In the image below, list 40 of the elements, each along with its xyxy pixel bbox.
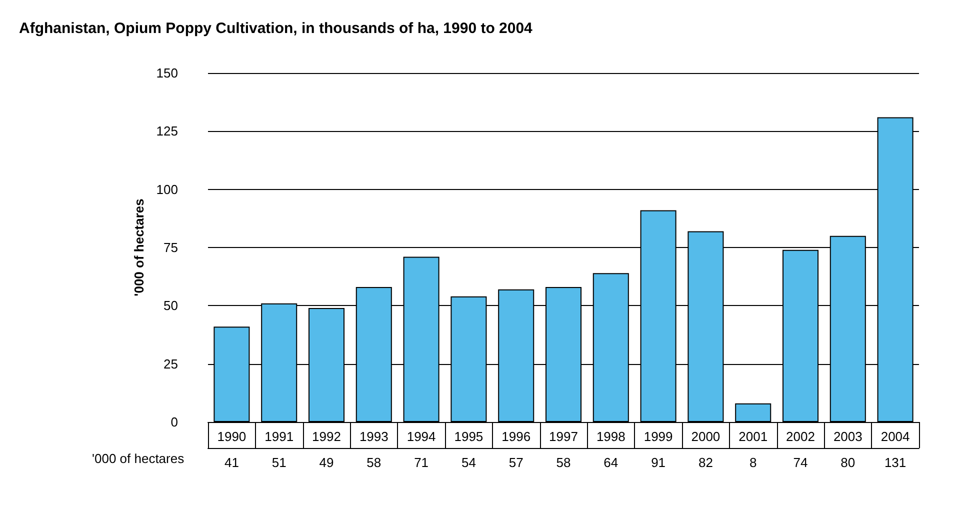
y-tick-label: 0 bbox=[170, 414, 178, 430]
y-tick-label: 75 bbox=[164, 240, 178, 255]
x-tick-label: 2003 bbox=[833, 429, 862, 444]
x-tick-label: 1991 bbox=[264, 429, 294, 444]
data-label: 74 bbox=[793, 455, 808, 470]
data-label: 58 bbox=[556, 455, 571, 470]
data-label: 71 bbox=[414, 455, 429, 470]
y-tick-label: 100 bbox=[156, 182, 178, 197]
x-tick-label: 1996 bbox=[502, 429, 531, 444]
y-tick-label: 25 bbox=[164, 356, 178, 372]
y-tick-label: 150 bbox=[156, 66, 178, 80]
x-tick-label: 1997 bbox=[549, 429, 578, 444]
x-tick-label: 1994 bbox=[406, 429, 436, 444]
data-label: 51 bbox=[272, 455, 286, 470]
y-tick-label: 125 bbox=[156, 124, 178, 139]
data-label: 82 bbox=[698, 455, 713, 470]
y-tick-label: 50 bbox=[164, 298, 178, 314]
text: '000 of hectares bbox=[92, 451, 185, 466]
x-tick-label: 1993 bbox=[359, 429, 388, 444]
chart-title: Afghanistan, Opium Poppy Cultivation, in thousands of ha, 1990 to 2004 bbox=[19, 20, 534, 37]
x-tick-label: 1995 bbox=[454, 429, 484, 444]
x-tick-label: 1999 bbox=[644, 429, 673, 444]
data-label: 64 bbox=[604, 455, 618, 470]
data-label: 41 bbox=[224, 455, 239, 470]
data-label: 54 bbox=[461, 455, 476, 470]
data-label: 49 bbox=[319, 455, 334, 470]
data-label: 131 bbox=[884, 455, 906, 470]
data-label: 91 bbox=[651, 455, 666, 470]
x-tick-label: 2000 bbox=[691, 429, 720, 444]
data-label: 80 bbox=[840, 455, 856, 470]
x-tick-label: 1992 bbox=[312, 429, 341, 444]
x-tick-label: 2004 bbox=[880, 429, 910, 444]
x-tick-label: 1990 bbox=[217, 429, 246, 444]
data-label: 58 bbox=[366, 455, 382, 470]
x-tick-label: 2002 bbox=[786, 429, 815, 444]
data-label: 8 bbox=[749, 455, 757, 470]
x-tick-label: 1998 bbox=[596, 429, 626, 444]
data-label: 57 bbox=[508, 455, 524, 470]
x-tick-label: 2001 bbox=[738, 429, 768, 444]
y-axis-title: '000 of hectares bbox=[131, 198, 146, 296]
